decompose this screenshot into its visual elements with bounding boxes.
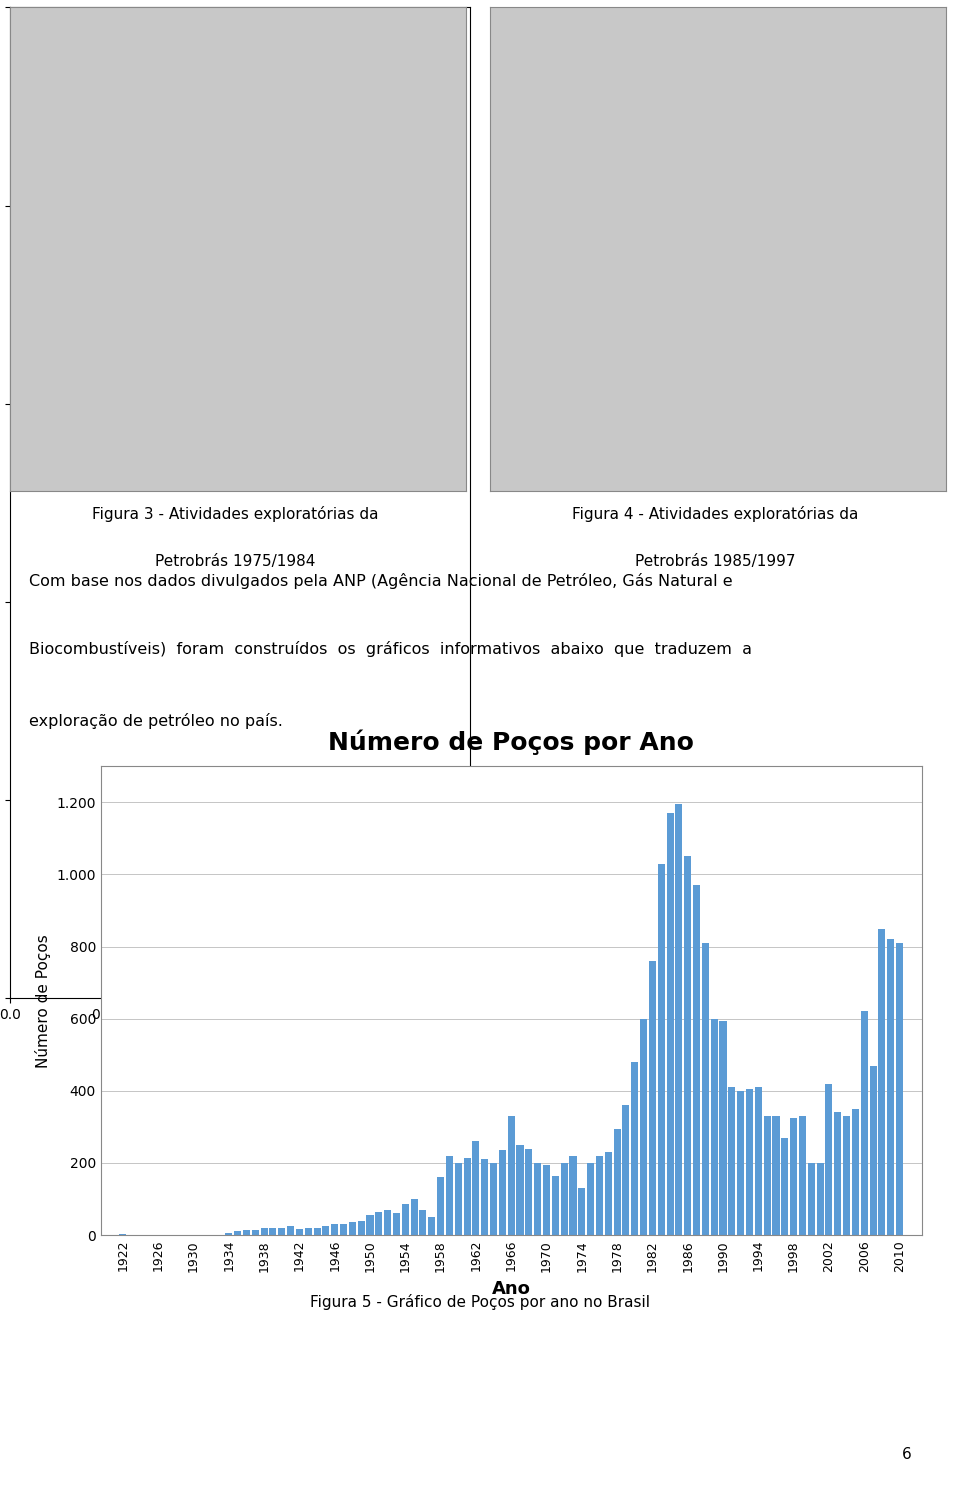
Bar bbox=[693, 885, 700, 1235]
Bar bbox=[737, 1091, 744, 1235]
Bar bbox=[543, 1165, 550, 1235]
Bar bbox=[666, 812, 674, 1235]
Bar bbox=[420, 1210, 426, 1235]
Bar bbox=[569, 1156, 577, 1235]
Text: Biocombustíveis)  foram  construídos  os  gráficos  informativos  abaixo  que  t: Biocombustíveis) foram construídos os gr… bbox=[29, 641, 752, 658]
Bar bbox=[596, 1156, 603, 1235]
Bar bbox=[287, 1226, 294, 1235]
Bar bbox=[799, 1116, 806, 1235]
Bar bbox=[243, 1229, 250, 1235]
Bar bbox=[393, 1213, 400, 1235]
Bar bbox=[861, 1012, 868, 1235]
Text: 6: 6 bbox=[902, 1446, 912, 1463]
Bar bbox=[296, 1229, 303, 1235]
Bar bbox=[719, 1021, 727, 1235]
Bar bbox=[525, 1149, 533, 1235]
Bar bbox=[534, 1164, 541, 1235]
Bar bbox=[773, 1116, 780, 1235]
Bar bbox=[561, 1164, 567, 1235]
Bar bbox=[826, 1083, 832, 1235]
Bar bbox=[588, 1164, 594, 1235]
Bar bbox=[676, 804, 683, 1235]
Bar bbox=[428, 1217, 435, 1235]
Bar bbox=[358, 1220, 365, 1235]
Bar bbox=[234, 1232, 241, 1235]
Bar bbox=[323, 1226, 329, 1235]
Text: exploração de petróleo no país.: exploração de petróleo no país. bbox=[29, 713, 282, 729]
Text: Figura 5 - Gráfico de Poços por ano no Brasil: Figura 5 - Gráfico de Poços por ano no B… bbox=[310, 1295, 650, 1309]
Bar bbox=[270, 1228, 276, 1235]
Bar bbox=[226, 1234, 232, 1235]
Text: Figura 3 - Atividades exploratórias da: Figura 3 - Atividades exploratórias da bbox=[92, 506, 378, 522]
Bar bbox=[411, 1199, 418, 1235]
Bar bbox=[852, 1109, 859, 1235]
Y-axis label: Número de Poços: Número de Poços bbox=[35, 934, 51, 1067]
Bar bbox=[314, 1228, 321, 1235]
Bar bbox=[375, 1211, 382, 1235]
Bar bbox=[481, 1159, 489, 1235]
Bar bbox=[437, 1177, 444, 1235]
Bar bbox=[490, 1164, 497, 1235]
Bar bbox=[613, 1129, 620, 1235]
Title: Número de Poços por Ano: Número de Poços por Ano bbox=[328, 729, 694, 754]
Bar bbox=[887, 939, 895, 1235]
Bar bbox=[622, 1106, 630, 1235]
Text: Petrobrás 1985/1997: Petrobrás 1985/1997 bbox=[635, 555, 796, 570]
Bar bbox=[817, 1164, 824, 1235]
Bar bbox=[763, 1116, 771, 1235]
Bar bbox=[508, 1116, 515, 1235]
Bar bbox=[464, 1158, 470, 1235]
Bar bbox=[702, 943, 708, 1235]
Bar bbox=[746, 1089, 753, 1235]
Bar bbox=[278, 1228, 285, 1235]
Bar bbox=[401, 1204, 409, 1235]
Bar bbox=[605, 1152, 612, 1235]
Bar bbox=[472, 1141, 479, 1235]
Bar bbox=[331, 1225, 338, 1235]
Bar bbox=[843, 1116, 851, 1235]
Bar bbox=[649, 961, 656, 1235]
Bar bbox=[658, 863, 664, 1235]
Text: Com base nos dados divulgados pela ANP (Agência Nacional de Petróleo, Gás Natura: Com base nos dados divulgados pela ANP (… bbox=[29, 573, 732, 589]
Text: Figura 4 - Atividades exploratórias da: Figura 4 - Atividades exploratórias da bbox=[572, 506, 858, 522]
Bar bbox=[367, 1216, 373, 1235]
Bar bbox=[632, 1062, 638, 1235]
Bar bbox=[252, 1229, 259, 1235]
Bar bbox=[755, 1088, 762, 1235]
Bar bbox=[684, 857, 691, 1235]
Bar bbox=[807, 1164, 815, 1235]
Bar bbox=[578, 1187, 586, 1235]
Text: Petrobrás 1975/1984: Petrobrás 1975/1984 bbox=[155, 555, 316, 570]
Bar bbox=[260, 1228, 268, 1235]
Bar bbox=[878, 929, 885, 1235]
Bar bbox=[870, 1065, 876, 1235]
Bar bbox=[516, 1144, 523, 1235]
Bar bbox=[384, 1210, 391, 1235]
Bar bbox=[455, 1164, 462, 1235]
Bar bbox=[834, 1113, 841, 1235]
Bar bbox=[552, 1176, 559, 1235]
Bar bbox=[348, 1223, 356, 1235]
Bar bbox=[304, 1228, 312, 1235]
X-axis label: Ano: Ano bbox=[492, 1280, 531, 1298]
Bar bbox=[640, 1019, 647, 1235]
Bar bbox=[729, 1088, 735, 1235]
Bar bbox=[499, 1150, 506, 1235]
Bar bbox=[781, 1138, 788, 1235]
Bar bbox=[710, 1019, 718, 1235]
Bar bbox=[896, 943, 903, 1235]
Bar bbox=[790, 1117, 797, 1235]
Bar bbox=[445, 1156, 453, 1235]
Bar bbox=[340, 1225, 347, 1235]
